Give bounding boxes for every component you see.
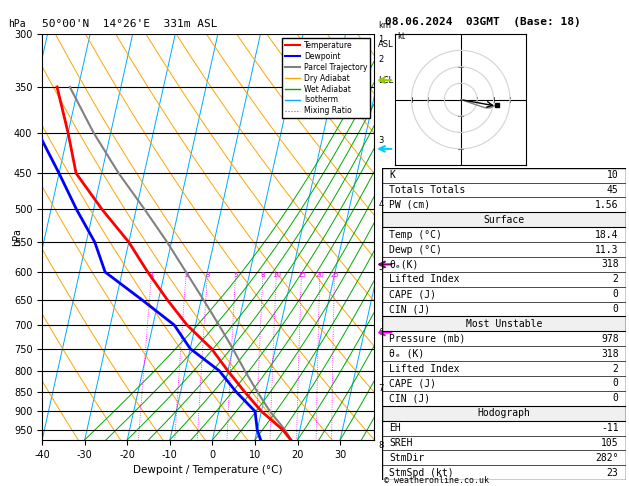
Bar: [382, 406, 626, 421]
Text: Lifted Index: Lifted Index: [389, 364, 460, 374]
Text: 2: 2: [378, 55, 384, 64]
Text: Lifted Index: Lifted Index: [389, 274, 460, 284]
Text: 0: 0: [613, 379, 618, 388]
Text: StmSpd (kt): StmSpd (kt): [389, 468, 454, 478]
Text: CAPE (J): CAPE (J): [389, 289, 436, 299]
Text: CIN (J): CIN (J): [389, 304, 430, 314]
Text: 08.06.2024  03GMT  (Base: 18): 08.06.2024 03GMT (Base: 18): [385, 17, 581, 27]
Text: 45: 45: [607, 185, 618, 195]
Text: Surface: Surface: [483, 215, 525, 225]
Text: 105: 105: [601, 438, 618, 448]
Text: 3: 3: [205, 272, 210, 278]
Text: 2: 2: [613, 364, 618, 374]
Text: Dewp (°C): Dewp (°C): [389, 244, 442, 255]
Bar: [382, 316, 626, 331]
Text: 0: 0: [613, 304, 618, 314]
Text: 25: 25: [330, 272, 339, 278]
Text: 282°: 282°: [595, 453, 618, 463]
Text: 11.3: 11.3: [595, 244, 618, 255]
Text: 8: 8: [261, 272, 265, 278]
Text: 7: 7: [378, 384, 384, 393]
Text: © weatheronline.co.uk: © weatheronline.co.uk: [384, 476, 489, 485]
Text: 6: 6: [378, 328, 384, 337]
Text: 2: 2: [613, 274, 618, 284]
Text: SREH: SREH: [389, 438, 413, 448]
Text: 4: 4: [378, 200, 384, 209]
Text: ASL: ASL: [378, 40, 394, 49]
Text: 10: 10: [607, 170, 618, 180]
Text: CIN (J): CIN (J): [389, 393, 430, 403]
Text: PW (cm): PW (cm): [389, 200, 430, 210]
Text: 318: 318: [601, 348, 618, 359]
Text: 8: 8: [378, 441, 384, 450]
Text: 5: 5: [233, 272, 238, 278]
Text: K: K: [389, 170, 395, 180]
Text: 0: 0: [613, 393, 618, 403]
Text: θₑ(K): θₑ(K): [389, 260, 418, 269]
Text: 1: 1: [378, 35, 384, 44]
Text: 1: 1: [150, 272, 154, 278]
Text: 18.4: 18.4: [595, 229, 618, 240]
Text: EH: EH: [389, 423, 401, 433]
Text: kt: kt: [397, 32, 405, 41]
Text: 20: 20: [316, 272, 325, 278]
Bar: [382, 212, 626, 227]
Text: hPa: hPa: [8, 19, 26, 30]
Text: 50°00'N  14°26'E  331m ASL: 50°00'N 14°26'E 331m ASL: [42, 19, 218, 30]
Text: km: km: [378, 21, 391, 30]
Text: 2: 2: [184, 272, 189, 278]
Text: 15: 15: [297, 272, 306, 278]
Text: 3: 3: [378, 136, 384, 145]
Text: CAPE (J): CAPE (J): [389, 379, 436, 388]
Text: 10: 10: [272, 272, 281, 278]
Text: StmDir: StmDir: [389, 453, 425, 463]
Text: -11: -11: [601, 423, 618, 433]
Text: Pressure (mb): Pressure (mb): [389, 334, 465, 344]
Text: 5: 5: [378, 263, 384, 272]
X-axis label: Dewpoint / Temperature (°C): Dewpoint / Temperature (°C): [133, 465, 283, 475]
Legend: Temperature, Dewpoint, Parcel Trajectory, Dry Adiabat, Wet Adiabat, Isotherm, Mi: Temperature, Dewpoint, Parcel Trajectory…: [282, 38, 370, 119]
Text: 978: 978: [601, 334, 618, 344]
Text: 318: 318: [601, 260, 618, 269]
Text: θₑ (K): θₑ (K): [389, 348, 425, 359]
Text: 1.56: 1.56: [595, 200, 618, 210]
Text: hPa: hPa: [12, 228, 22, 246]
Text: Temp (°C): Temp (°C): [389, 229, 442, 240]
Text: Most Unstable: Most Unstable: [465, 319, 542, 329]
Text: Totals Totals: Totals Totals: [389, 185, 465, 195]
Text: LCL: LCL: [378, 76, 393, 85]
Text: 23: 23: [607, 468, 618, 478]
Text: 0: 0: [613, 289, 618, 299]
Text: Hodograph: Hodograph: [477, 408, 530, 418]
